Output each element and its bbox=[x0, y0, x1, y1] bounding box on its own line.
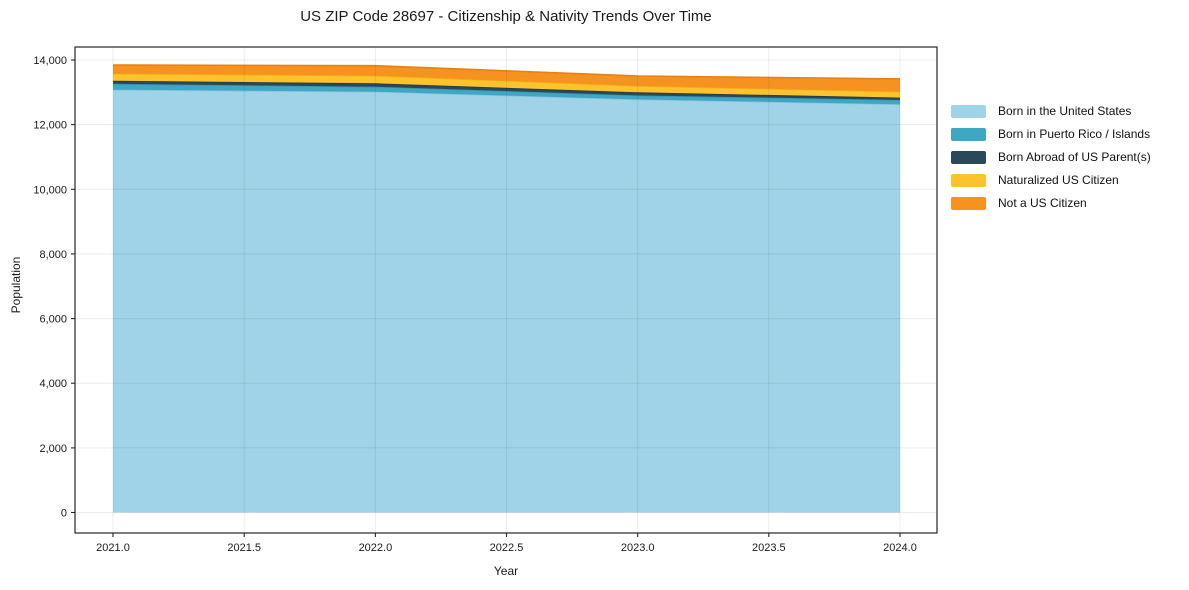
x-tick-label: 2024.0 bbox=[883, 542, 917, 554]
y-tick-label: 14,000 bbox=[33, 55, 67, 67]
x-tick-label: 2021.5 bbox=[227, 542, 261, 554]
legend-swatch-icon bbox=[951, 196, 986, 210]
y-tick-label: 12,000 bbox=[33, 120, 67, 132]
legend-item: Born in Puerto Rico / Islands bbox=[951, 127, 1151, 141]
area-series-1 bbox=[113, 83, 900, 105]
legend-item-label: Born Abroad of US Parent(s) bbox=[998, 150, 1151, 164]
area-series-3 bbox=[113, 73, 900, 98]
area-series-4 bbox=[113, 65, 900, 92]
legend-item-label: Born in Puerto Rico / Islands bbox=[998, 127, 1151, 141]
legend-item: Not a US Citizen bbox=[951, 196, 1151, 210]
x-tick-label: 2021.0 bbox=[96, 542, 130, 554]
x-axis-label: Year bbox=[493, 564, 519, 578]
area-series-edge-4 bbox=[112, 64, 901, 80]
x-tick-label: 2023.0 bbox=[621, 542, 655, 554]
legend-item-label: Born in the United States bbox=[998, 104, 1132, 118]
y-tick-label: 6,000 bbox=[39, 314, 67, 326]
legend-item-label: Not a US Citizen bbox=[998, 196, 1087, 210]
legend-item-label: Naturalized US Citizen bbox=[998, 173, 1119, 187]
area-series-0 bbox=[113, 89, 900, 513]
legend-swatch-icon bbox=[951, 127, 986, 141]
legend-item: Born Abroad of US Parent(s) bbox=[951, 150, 1151, 164]
legend-item: Naturalized US Citizen bbox=[951, 173, 1151, 187]
y-tick-label: 0 bbox=[61, 508, 67, 520]
legend-item: Born in the United States bbox=[951, 104, 1151, 118]
legend-swatch-icon bbox=[951, 104, 986, 118]
legend: Born in the United States Born in Puerto … bbox=[951, 104, 1151, 210]
y-axis-label: Population bbox=[9, 256, 23, 314]
area-series-2 bbox=[113, 80, 900, 100]
y-tick-label: 10,000 bbox=[33, 184, 67, 196]
x-tick-label: 2023.5 bbox=[752, 542, 786, 554]
legend-swatch-icon bbox=[951, 150, 986, 164]
y-tick-label: 2,000 bbox=[39, 443, 67, 455]
chart-title: US ZIP Code 28697 - Citizenship & Nativi… bbox=[300, 8, 712, 25]
x-tick-label: 2022.5 bbox=[490, 542, 524, 554]
y-tick-label: 8,000 bbox=[39, 249, 67, 261]
x-tick-label: 2022.0 bbox=[359, 542, 393, 554]
y-tick-label: 4,000 bbox=[39, 378, 67, 390]
legend-swatch-icon bbox=[951, 173, 986, 187]
